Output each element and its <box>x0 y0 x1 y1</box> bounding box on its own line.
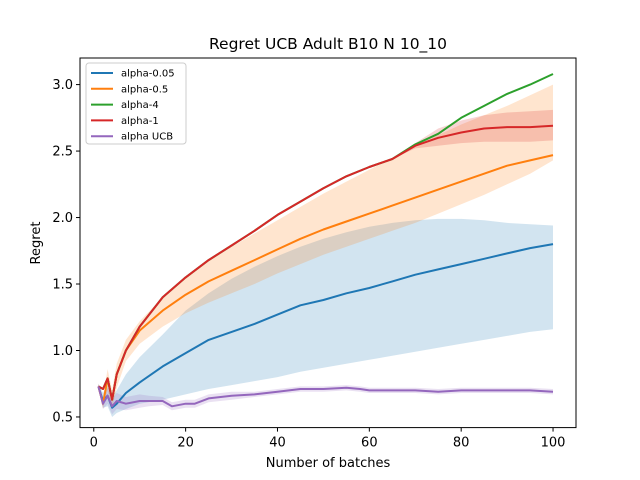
series-line-3 <box>97 124 554 401</box>
y-tick-label: 1.5 <box>52 278 73 293</box>
y-tick-label: 2.5 <box>52 145 73 160</box>
series-lines <box>97 73 554 409</box>
x-tick-label: 100 <box>541 436 566 451</box>
y-tick-label: 1.0 <box>52 344 73 359</box>
y-tick-label: 3.0 <box>52 78 73 93</box>
legend-box <box>85 62 187 145</box>
y-axis-label: Regret <box>29 222 44 265</box>
x-axis-ticks: 0 20 40 60 80 100 <box>90 427 566 451</box>
x-tick-label: 20 <box>177 436 194 451</box>
band-3 <box>98 109 554 400</box>
legend-label-1: alpha-0.5 <box>121 84 168 95</box>
legend: alpha-0.05 alpha-0.5 alpha-4 alpha-1 alpha U… <box>85 62 187 145</box>
legend-label-4: alpha UCB <box>121 132 173 143</box>
legend-label-2: alpha-4 <box>121 100 159 111</box>
series-line-0 <box>97 243 554 409</box>
x-tick-label: 60 <box>361 436 378 451</box>
x-tick-label: 80 <box>453 436 470 451</box>
series-line-4 <box>97 386 554 408</box>
y-axis-ticks: 0.5 1.0 1.5 2.0 2.5 3.0 <box>52 78 80 425</box>
legend-label-3: alpha-1 <box>121 116 159 127</box>
y-tick-label: 2.0 <box>52 211 73 226</box>
chart-title: Regret UCB Adult B10 N 10_10 <box>209 35 447 54</box>
plot-frame <box>79 57 577 429</box>
band-1 <box>98 84 554 409</box>
x-tick-label: 0 <box>90 436 98 451</box>
legend-label-0: alpha-0.05 <box>121 69 175 80</box>
x-tick-label: 40 <box>269 436 286 451</box>
y-tick-label: 0.5 <box>52 410 73 425</box>
x-axis-label: Number of batches <box>266 456 391 471</box>
